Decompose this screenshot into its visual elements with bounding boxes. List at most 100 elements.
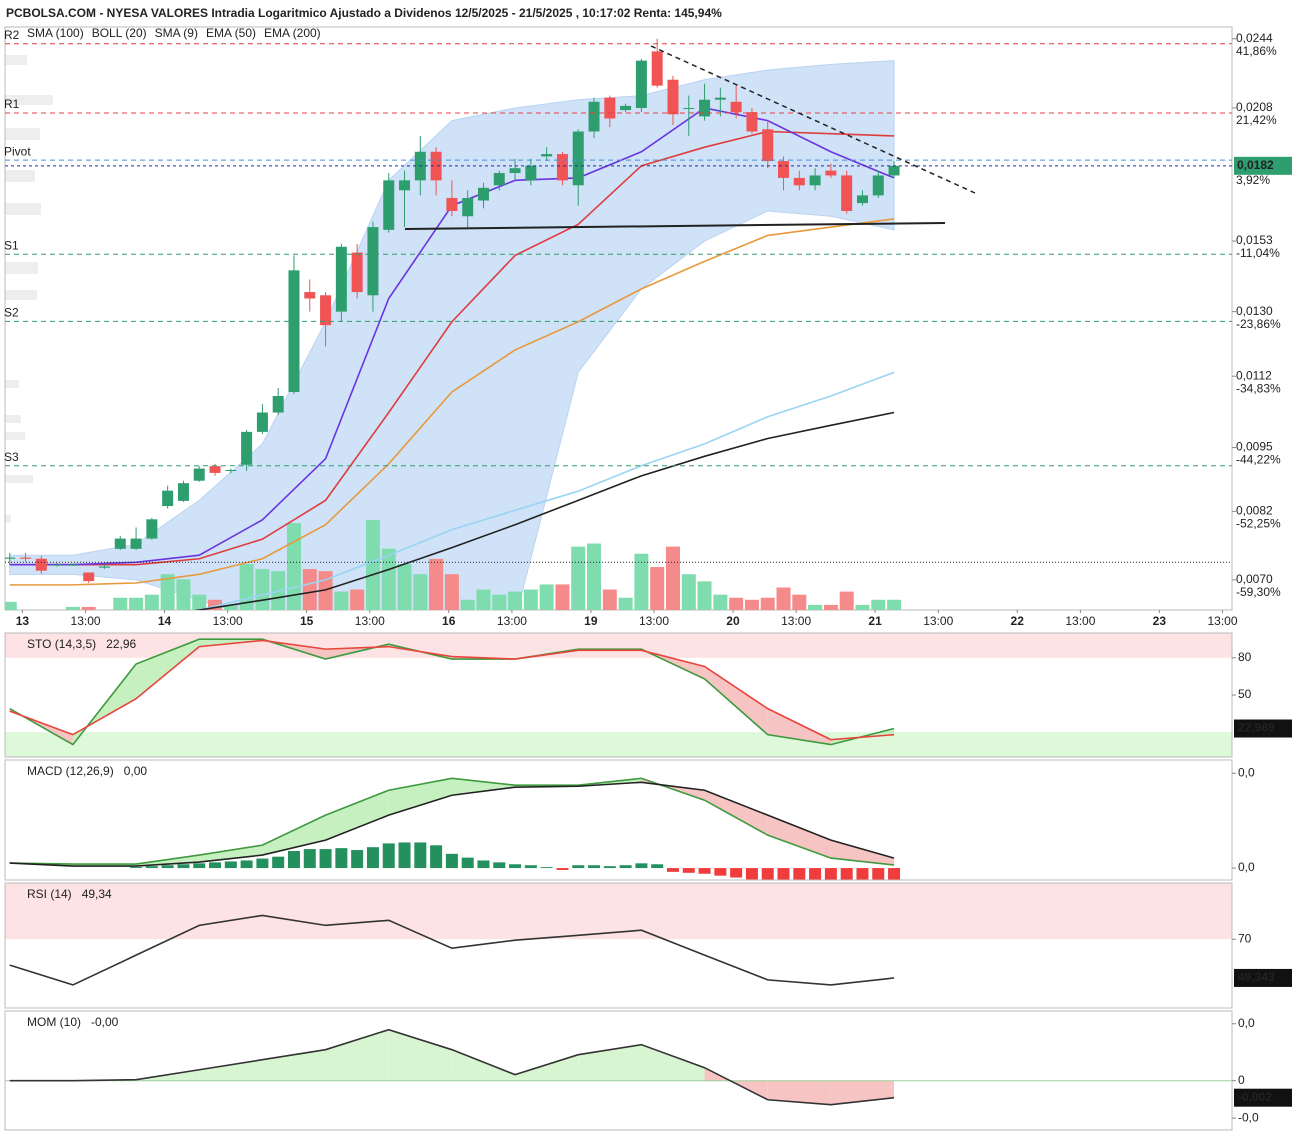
y-tick-change: -34,83% bbox=[1236, 381, 1281, 395]
volume-profile bbox=[5, 55, 53, 523]
volume-bar bbox=[571, 546, 586, 610]
panel-border bbox=[4, 882, 1233, 1009]
candle-body bbox=[604, 97, 616, 119]
y-tick-label: 50 bbox=[1238, 687, 1252, 701]
plot-border bbox=[4, 26, 1233, 611]
candle-body bbox=[177, 483, 189, 501]
overlay-line bbox=[9, 130, 895, 566]
candle-body bbox=[635, 60, 647, 108]
volume-bar bbox=[744, 599, 759, 610]
histogram-bar bbox=[287, 850, 300, 869]
volume-bar bbox=[665, 546, 680, 610]
candle-body bbox=[667, 79, 679, 115]
difference-fill bbox=[388, 1029, 452, 1081]
histogram-bar bbox=[130, 867, 143, 869]
y-tick-label: 0,0095 bbox=[1236, 440, 1273, 454]
histogram-bar bbox=[888, 868, 901, 880]
last-price-box bbox=[1234, 156, 1292, 175]
y-tick-label: 0,0 bbox=[1238, 765, 1255, 779]
y-tick-label: 0,0208 bbox=[1236, 100, 1273, 114]
y-tick-change: 21,42% bbox=[1236, 113, 1277, 127]
difference-fill bbox=[704, 666, 768, 735]
histogram-bar bbox=[540, 867, 553, 869]
candle-body bbox=[51, 564, 63, 566]
panel-value: 0,00 bbox=[124, 764, 148, 778]
histogram-bar bbox=[366, 847, 379, 869]
candle-body bbox=[856, 195, 868, 204]
difference-fill bbox=[767, 815, 831, 859]
indicator-panel bbox=[5, 883, 1232, 986]
candle-body bbox=[383, 180, 395, 230]
histogram-bar bbox=[477, 860, 490, 869]
x-tick-label: 13:00 bbox=[71, 614, 101, 628]
candle-body bbox=[872, 175, 884, 196]
x-tick-label: 20 bbox=[726, 614, 740, 628]
last-value-label: -0,002 bbox=[1238, 1090, 1272, 1104]
histogram-bar bbox=[414, 842, 427, 869]
last-value-box bbox=[1234, 719, 1292, 738]
candle-body bbox=[746, 112, 758, 132]
x-tick-label: 14 bbox=[158, 614, 172, 628]
panel-border bbox=[4, 759, 1233, 881]
histogram-bar bbox=[872, 868, 885, 880]
candle-body bbox=[525, 165, 537, 181]
volume-bar bbox=[492, 594, 507, 610]
histogram-bar bbox=[840, 868, 853, 880]
candle-body bbox=[430, 151, 442, 181]
legend-entry: SMA (100) bbox=[27, 26, 84, 40]
last-value-label: 49,343 bbox=[1238, 970, 1275, 984]
difference-fill bbox=[325, 790, 389, 841]
x-tick-label: 16 bbox=[442, 614, 456, 628]
candle-body bbox=[5, 557, 16, 559]
panel-title: MACD (12,26,9) bbox=[27, 764, 114, 778]
candle-body bbox=[462, 197, 474, 217]
indicator-line bbox=[9, 1028, 895, 1106]
volume-bar bbox=[634, 553, 649, 610]
volume-bar bbox=[223, 604, 238, 610]
y-tick-label: -0,0 bbox=[1238, 1110, 1259, 1124]
histogram-bar bbox=[382, 843, 395, 869]
candle-body bbox=[825, 170, 837, 176]
histogram-bar bbox=[572, 865, 585, 869]
volume-bar bbox=[476, 589, 491, 610]
volume-bar bbox=[65, 606, 80, 610]
candle-body bbox=[730, 101, 742, 113]
volume-bar bbox=[160, 574, 175, 610]
candle-body bbox=[162, 490, 174, 507]
difference-fill bbox=[641, 1044, 705, 1081]
volume-bar bbox=[350, 589, 365, 610]
volume-bar bbox=[176, 579, 191, 610]
histogram-bar bbox=[730, 868, 743, 878]
histogram-bar bbox=[635, 863, 648, 869]
volume-bar bbox=[808, 604, 823, 610]
y-tick-label: 0,0082 bbox=[1236, 503, 1273, 517]
histogram-bar bbox=[666, 868, 679, 872]
candle-body bbox=[98, 566, 110, 568]
last-value-box bbox=[1234, 1088, 1292, 1107]
x-tick-label: 13:00 bbox=[213, 614, 243, 628]
volume-bar bbox=[729, 597, 744, 610]
histogram-bar bbox=[319, 849, 332, 869]
histogram-bar bbox=[793, 868, 806, 880]
last-value-box bbox=[1234, 968, 1292, 987]
volume-bar bbox=[776, 587, 791, 610]
difference-fill bbox=[767, 708, 831, 745]
candle-body bbox=[304, 292, 316, 299]
last-value-label: 22,969 bbox=[1238, 721, 1275, 735]
legend-entry: EMA (50) bbox=[206, 26, 256, 40]
pivot-label: R1 bbox=[4, 97, 20, 111]
last-price-label: 0,0182 bbox=[1237, 158, 1274, 172]
y-tick-label: 0,0 bbox=[1238, 860, 1255, 874]
candle-body bbox=[762, 129, 774, 162]
overlay-line bbox=[194, 411, 895, 610]
difference-fill bbox=[136, 639, 200, 699]
volume-bar bbox=[413, 574, 428, 610]
candle-body bbox=[509, 168, 521, 174]
histogram-bar bbox=[714, 868, 727, 876]
pivot-label: Pivot bbox=[4, 144, 31, 158]
y-tick-label: 0,0130 bbox=[1236, 304, 1273, 318]
histogram-bar bbox=[303, 849, 316, 869]
candle-body bbox=[588, 101, 600, 132]
zone bbox=[5, 883, 1232, 940]
y-tick-label: 0,0153 bbox=[1236, 233, 1273, 247]
